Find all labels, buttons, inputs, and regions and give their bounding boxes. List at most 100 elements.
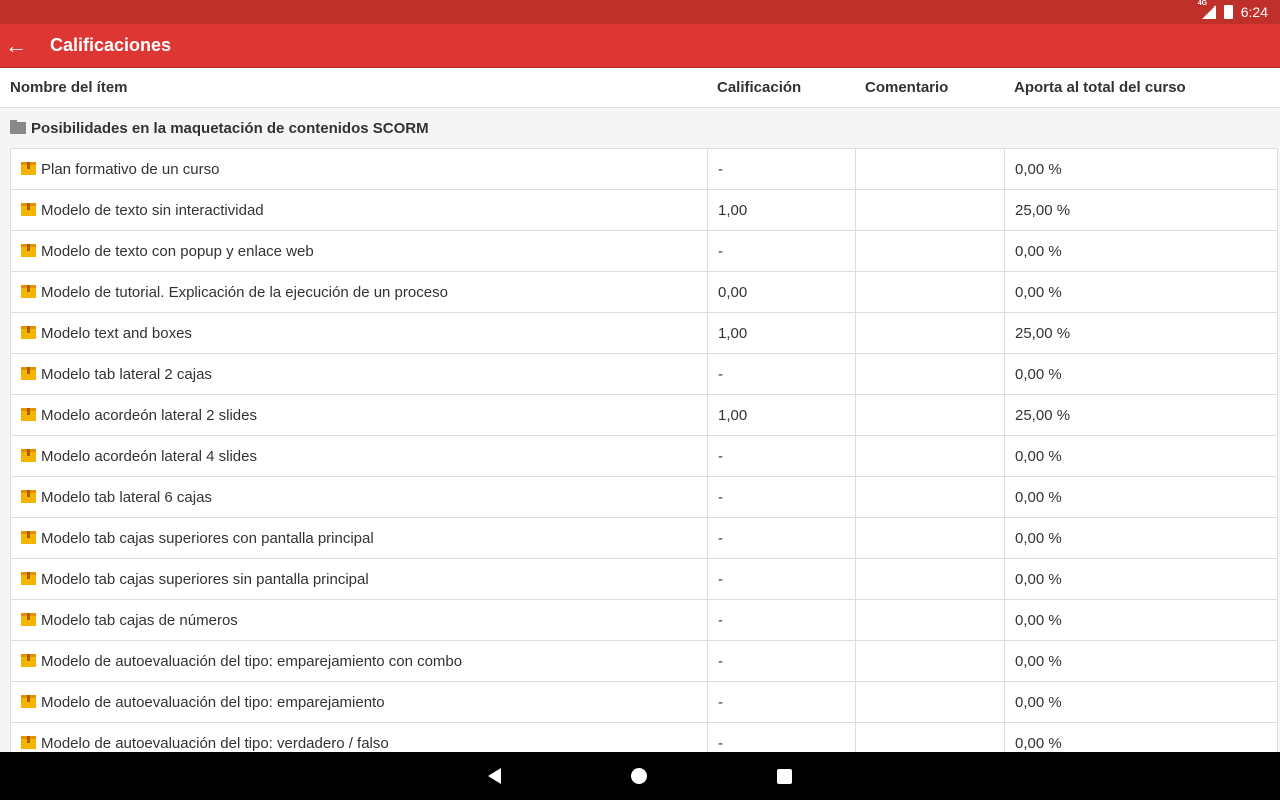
- scorm-package-icon: [21, 653, 36, 667]
- item-name: Modelo acordeón lateral 4 slides: [41, 447, 257, 465]
- grade-cell: -: [707, 148, 856, 190]
- item-name-cell[interactable]: Modelo de autoevaluación del tipo: verda…: [10, 722, 708, 753]
- contribution-cell: 0,00 %: [1004, 722, 1278, 753]
- contribution-cell: 0,00 %: [1004, 599, 1278, 641]
- table-row[interactable]: Modelo tab cajas de números - 0,00 %: [10, 599, 1278, 641]
- item-name-cell[interactable]: Modelo tab lateral 2 cajas: [10, 353, 708, 395]
- item-name-cell[interactable]: Modelo de texto sin interactividad: [10, 189, 708, 231]
- comment-cell: [855, 148, 1005, 190]
- contribution-cell: 0,00 %: [1004, 517, 1278, 559]
- item-name: Plan formativo de un curso: [41, 160, 220, 178]
- table-row[interactable]: Modelo tab cajas superiores sin pantalla…: [10, 558, 1278, 600]
- back-triangle-icon[interactable]: [488, 768, 501, 784]
- grade-cell: 0,00: [707, 271, 856, 313]
- comment-cell: [855, 517, 1005, 559]
- item-name: Modelo tab lateral 6 cajas: [41, 488, 212, 506]
- scorm-package-icon: [21, 530, 36, 544]
- page-title: Calificaciones: [50, 35, 172, 55]
- comment-cell: [855, 394, 1005, 436]
- table-row[interactable]: Modelo tab lateral 6 cajas - 0,00 %: [10, 476, 1278, 518]
- table-row[interactable]: Plan formativo de un curso - 0,00 %: [10, 148, 1278, 190]
- scorm-package-icon: [21, 571, 36, 585]
- item-name-cell[interactable]: Modelo de tutorial. Explicación de la ej…: [10, 271, 708, 313]
- grade-cell: -: [707, 476, 856, 518]
- scorm-package-icon: [21, 284, 36, 298]
- grade-cell: -: [707, 640, 856, 682]
- contribution-cell: 25,00 %: [1004, 312, 1278, 354]
- scorm-package-icon: [21, 366, 36, 380]
- table-row[interactable]: Modelo de tutorial. Explicación de la ej…: [10, 271, 1278, 313]
- column-header-comment: Comentario: [865, 78, 949, 96]
- item-name: Modelo text and boxes: [41, 324, 192, 342]
- recents-square-icon[interactable]: [777, 768, 792, 784]
- grade-cell: 1,00: [707, 394, 856, 436]
- scorm-package-icon: [21, 735, 36, 749]
- item-name: Modelo tab cajas de números: [41, 611, 238, 629]
- clock: 6:24: [1240, 4, 1268, 20]
- item-name-cell[interactable]: Modelo text and boxes: [10, 312, 708, 354]
- comment-cell: [855, 476, 1005, 518]
- scorm-package-icon: [21, 448, 36, 462]
- column-header-name: Nombre del ítem: [10, 78, 128, 96]
- item-name-cell[interactable]: Modelo acordeón lateral 2 slides: [10, 394, 708, 436]
- status-bar: 6:24: [0, 0, 1280, 24]
- table-row[interactable]: Modelo acordeón lateral 2 slides 1,00 25…: [10, 394, 1278, 436]
- item-name-cell[interactable]: Modelo tab lateral 6 cajas: [10, 476, 708, 518]
- grade-cell: -: [707, 681, 856, 723]
- item-name-cell[interactable]: Modelo de autoevaluación del tipo: empar…: [10, 640, 708, 682]
- table-row[interactable]: Modelo text and boxes 1,00 25,00 %: [10, 312, 1278, 354]
- table-row[interactable]: Modelo de autoevaluación del tipo: verda…: [10, 722, 1278, 753]
- contribution-cell: 0,00 %: [1004, 558, 1278, 600]
- item-name: Modelo de texto con popup y enlace web: [41, 242, 314, 260]
- item-name-cell[interactable]: Modelo tab cajas de números: [10, 599, 708, 641]
- comment-cell: [855, 189, 1005, 231]
- comment-cell: [855, 599, 1005, 641]
- column-header-contribution: Aporta al total del curso: [1014, 78, 1186, 96]
- battery-icon: [1223, 5, 1233, 19]
- home-circle-icon[interactable]: [631, 768, 647, 784]
- item-name: Modelo tab lateral 2 cajas: [41, 365, 212, 383]
- comment-cell: [855, 558, 1005, 600]
- scorm-package-icon: [21, 202, 36, 216]
- table-row[interactable]: Modelo tab cajas superiores con pantalla…: [10, 517, 1278, 559]
- contribution-cell: 0,00 %: [1004, 271, 1278, 313]
- item-name: Modelo de texto sin interactividad: [41, 201, 264, 219]
- contribution-cell: 25,00 %: [1004, 189, 1278, 231]
- scorm-package-icon: [21, 407, 36, 421]
- contribution-cell: 0,00 %: [1004, 230, 1278, 272]
- table-row[interactable]: Modelo tab lateral 2 cajas - 0,00 %: [10, 353, 1278, 395]
- contribution-cell: 0,00 %: [1004, 476, 1278, 518]
- table-row[interactable]: Modelo acordeón lateral 4 slides - 0,00 …: [10, 435, 1278, 477]
- scorm-package-icon: [21, 489, 36, 503]
- grade-cell: -: [707, 353, 856, 395]
- grade-cell: -: [707, 230, 856, 272]
- table-row[interactable]: Modelo de texto sin interactividad 1,00 …: [10, 189, 1278, 231]
- item-name-cell[interactable]: Modelo de autoevaluación del tipo: empar…: [10, 681, 708, 723]
- column-header-grade: Calificación: [717, 78, 802, 96]
- grade-cell: -: [707, 517, 856, 559]
- grade-cell: 1,00: [707, 189, 856, 231]
- item-name-cell[interactable]: Modelo tab cajas superiores sin pantalla…: [10, 558, 708, 600]
- table-header: Nombre del ítem Calificación Comentario …: [0, 68, 1280, 108]
- scorm-package-icon: [21, 325, 36, 339]
- category-name: Posibilidades en la maquetación de conte…: [31, 119, 429, 137]
- scorm-package-icon: [21, 694, 36, 708]
- grade-cell: 1,00: [707, 312, 856, 354]
- comment-cell: [855, 640, 1005, 682]
- grade-cell: -: [707, 722, 856, 753]
- item-name-cell[interactable]: Modelo de texto con popup y enlace web: [10, 230, 708, 272]
- table-row[interactable]: Modelo de texto con popup y enlace web -…: [10, 230, 1278, 272]
- category-row: Posibilidades en la maquetación de conte…: [0, 108, 1278, 148]
- item-name-cell[interactable]: Modelo acordeón lateral 4 slides: [10, 435, 708, 477]
- folder-icon: [10, 120, 26, 134]
- grades-content[interactable]: Posibilidades en la maquetación de conte…: [0, 108, 1280, 753]
- back-arrow-icon[interactable]: ←: [5, 32, 27, 58]
- scorm-package-icon: [21, 243, 36, 257]
- table-row[interactable]: Modelo de autoevaluación del tipo: empar…: [10, 681, 1278, 723]
- item-name-cell[interactable]: Modelo tab cajas superiores con pantalla…: [10, 517, 708, 559]
- grade-cell: -: [707, 558, 856, 600]
- item-name: Modelo tab cajas superiores con pantalla…: [41, 529, 374, 547]
- comment-cell: [855, 271, 1005, 313]
- item-name-cell[interactable]: Plan formativo de un curso: [10, 148, 708, 190]
- table-row[interactable]: Modelo de autoevaluación del tipo: empar…: [10, 640, 1278, 682]
